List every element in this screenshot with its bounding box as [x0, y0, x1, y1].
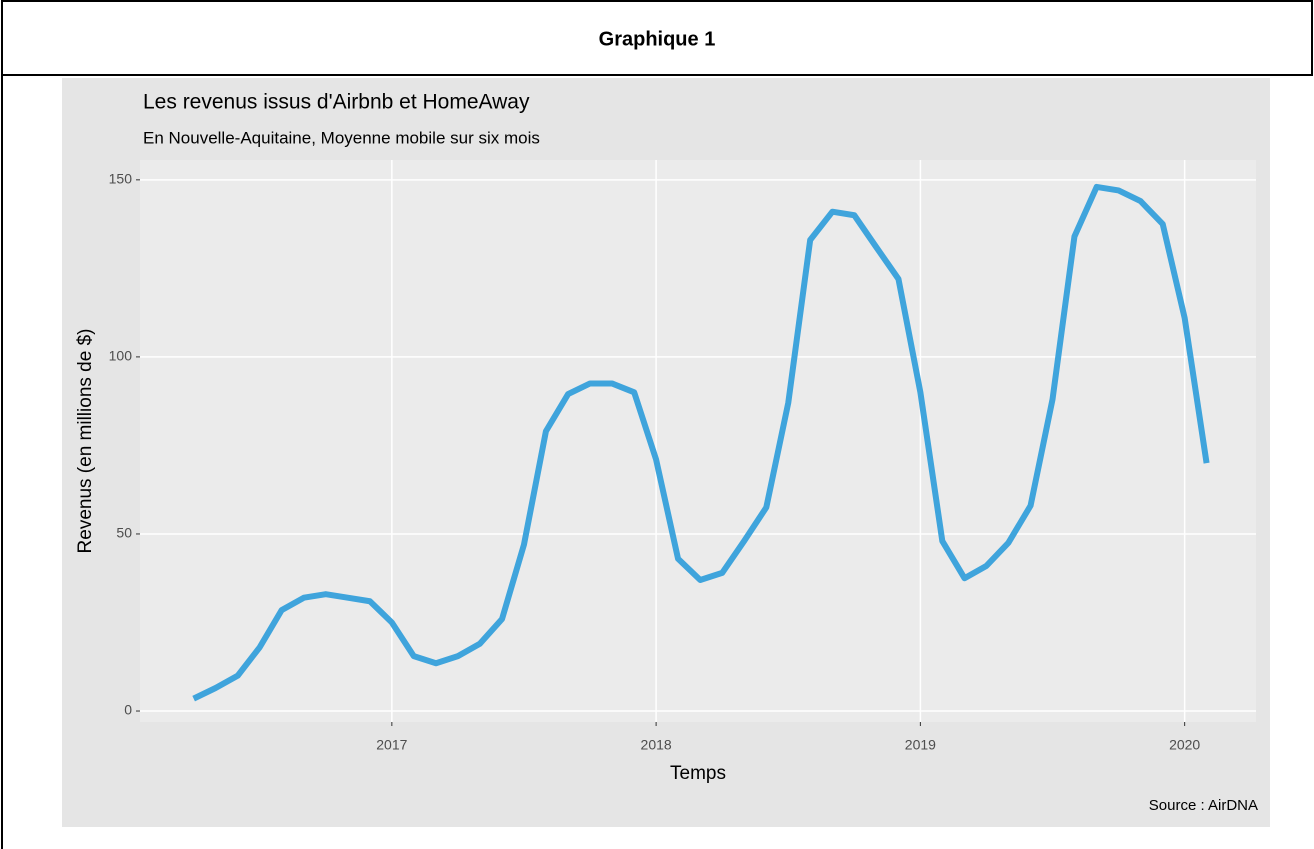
header-title: Graphique 1 [599, 28, 716, 50]
chart-title: Les revenus issus d'Airbnb et HomeAway [143, 91, 530, 114]
y-tick-label: 150 [109, 171, 133, 187]
x-tick-label: 2018 [641, 737, 672, 753]
caption: Source : AirDNA [1149, 797, 1258, 814]
line-series [192, 183, 1210, 702]
x-axis-label: Temps [670, 763, 726, 784]
y-tick-label: 100 [109, 348, 133, 364]
y-tick-label: 50 [116, 525, 132, 541]
chart: 0 50 100 150 2017 2018 2019 2020 [109, 160, 1256, 753]
plot-area [140, 160, 1256, 722]
chart-subtitle: En Nouvelle-Aquitaine, Moyenne mobile su… [143, 128, 540, 147]
x-tick-label: 2019 [905, 737, 936, 753]
y-tick-label: 0 [124, 702, 132, 718]
x-tick-label: 2017 [376, 737, 407, 753]
x-tick-label: 2020 [1169, 737, 1200, 753]
y-axis-label: Revenus (en millions de $) [75, 329, 96, 554]
